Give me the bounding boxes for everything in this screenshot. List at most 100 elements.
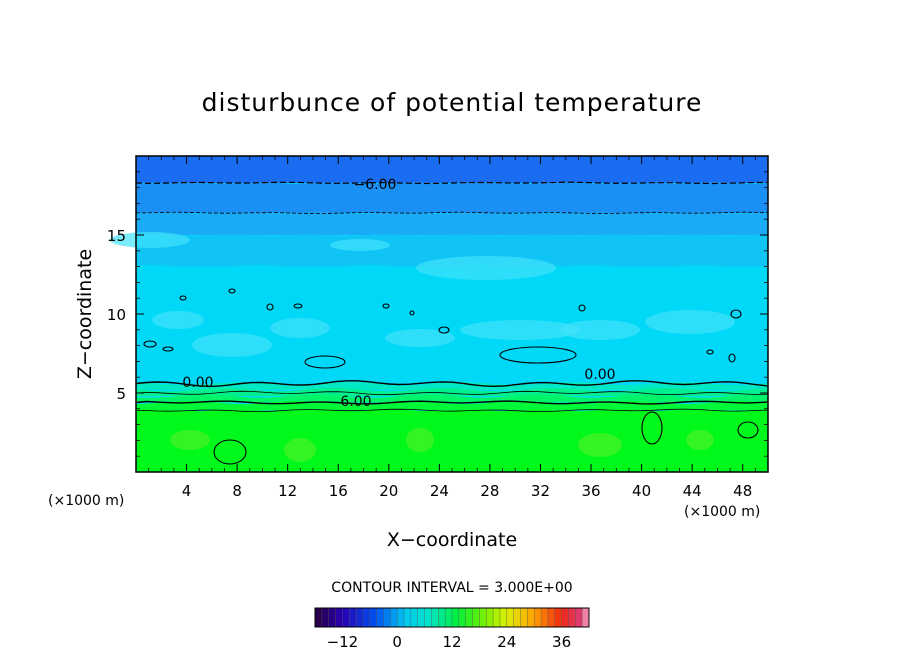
color-layer (136, 265, 768, 384)
contour-blob (382, 303, 390, 309)
colorbar-cell (410, 608, 419, 627)
contour-blob (438, 326, 450, 334)
color-layer (136, 382, 768, 390)
x-tick-label: 44 (683, 482, 702, 500)
colorbar-cell (417, 608, 425, 627)
x-tick-label: 32 (531, 482, 550, 500)
contour-blob (499, 346, 577, 364)
light-patch (330, 239, 390, 251)
colorbar-cell (424, 608, 432, 627)
light-patch (152, 311, 204, 329)
contour-line-9 (135, 408, 769, 412)
colorbar-cell (321, 608, 329, 627)
contour-blob (293, 303, 303, 309)
colorbar-cell (458, 608, 466, 627)
colorbar-cell (520, 608, 528, 627)
light-patch (560, 320, 640, 340)
x-tick-label: 12 (278, 482, 297, 500)
colorbar-cell (362, 608, 371, 627)
colorbar-cell (527, 608, 535, 627)
colorbar (314, 607, 590, 628)
color-layer (136, 409, 768, 472)
colorbar-frame (314, 607, 590, 628)
contour-blob (706, 349, 714, 355)
y-axis-ticks: 5 10 15 (107, 171, 768, 457)
contour-blob (228, 288, 236, 294)
colorbar-cell (541, 608, 549, 627)
colorbar-cell (349, 608, 357, 627)
colorbar-cell (499, 608, 508, 627)
contour-interval-text: CONTOUR INTERVAL = 3.000E+00 (331, 580, 572, 596)
x-axis-label: X−coordinate (387, 529, 517, 551)
colorbar-cell (582, 608, 590, 627)
colorbar-cell (315, 608, 323, 627)
light-patch (645, 310, 735, 334)
contour-blob (730, 309, 742, 319)
colorbar-cell (445, 608, 453, 627)
x-unit-right-label: (×1000 m) (684, 504, 760, 520)
x-tick-label: 4 (182, 482, 192, 500)
colorbar-cell (397, 608, 405, 627)
color-layer (136, 394, 768, 403)
y-tick-label: 15 (107, 227, 126, 245)
y-tick-label: 5 (116, 385, 126, 403)
colorbar-cell (575, 608, 583, 627)
colorbar-tick-labels: −12 0 12 24 36 (327, 633, 572, 651)
light-green-patch (578, 433, 622, 457)
contour-blob (162, 346, 174, 352)
color-layer (136, 388, 768, 397)
colorbar-cell (342, 608, 350, 627)
light-patch (110, 232, 190, 248)
colorbar-tick-label: 36 (552, 633, 571, 651)
colorbar-cell (472, 608, 480, 627)
contour-blob (304, 355, 346, 369)
contour-label: 0.00 (584, 367, 615, 383)
contour-label: 6.00 (340, 394, 371, 410)
colorbar-cell (376, 608, 384, 627)
colorbar-tick-label: −12 (327, 633, 359, 651)
colorbar-cell (534, 608, 542, 627)
contour-blob (266, 303, 274, 311)
x-tick-label: 8 (232, 482, 242, 500)
colorbar-cell (383, 608, 391, 627)
y-tick-label: 10 (107, 306, 126, 324)
colorbar-cell (547, 608, 556, 627)
light-green-patch (284, 438, 316, 462)
contour-line-0 (135, 380, 769, 388)
contour-line-3 (135, 390, 769, 396)
colorbar-cell (452, 608, 460, 627)
x-tick-label: 40 (632, 482, 651, 500)
contour-label: 0.00 (182, 375, 213, 391)
color-layer (136, 234, 768, 267)
light-patch (460, 320, 580, 340)
light-patch (270, 318, 330, 338)
colorbar-cell (335, 608, 343, 627)
contour-line-neg3 (135, 211, 769, 214)
y-axis-label: Z−coordinate (74, 249, 96, 379)
x-tick-label: 48 (733, 482, 752, 500)
light-patch (192, 333, 272, 357)
colorbar-cell (486, 608, 494, 627)
colorbar-cell (404, 608, 412, 627)
colorbar-cell (356, 608, 364, 627)
x-tick-label: 20 (379, 482, 398, 500)
light-patch (385, 329, 455, 347)
plot-area: −6.00 0.00 0.00 6.00 (110, 155, 769, 473)
contour-label: −6.00 (354, 177, 397, 193)
colorbar-cell (506, 608, 514, 627)
colorbar-cell (390, 608, 398, 627)
light-green-patch (406, 428, 434, 452)
colorbar-cell (513, 608, 521, 627)
colorbar-tick-label: 24 (497, 633, 516, 651)
chart-title: disturbunce of potential temperature (202, 88, 703, 117)
colorbar-cell (465, 608, 473, 627)
colorbar-cell (328, 608, 336, 627)
x-tick-label: 36 (581, 482, 600, 500)
light-green-patch (170, 430, 210, 450)
x-tick-label: 24 (430, 482, 449, 500)
colorbar-tick-label: 12 (442, 633, 461, 651)
lighter-patches (110, 232, 735, 462)
contour-blob (179, 295, 187, 301)
colorbar-cell (438, 608, 446, 627)
